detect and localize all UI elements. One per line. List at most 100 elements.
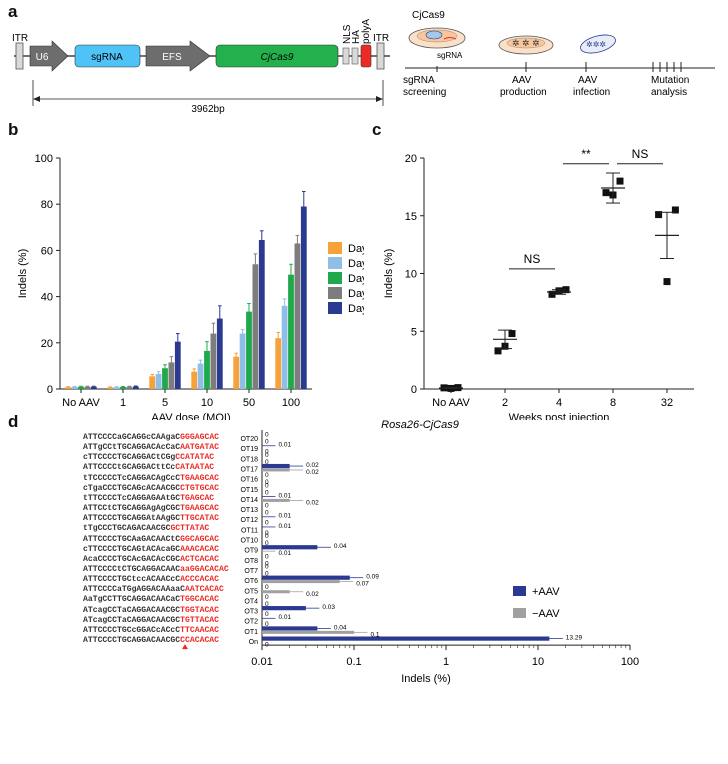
value-label-plus: 0 — [265, 432, 269, 439]
sequence-protospacer: CCCTGCAGACAACGC — [97, 524, 171, 534]
x-tick-label: 5 — [162, 397, 168, 409]
value-label-plus: 0.03 — [322, 604, 335, 611]
value-label-minus: 0.02 — [306, 469, 319, 476]
value-label-plus: 0.01 — [278, 492, 291, 499]
ot-label: OT20 — [240, 436, 258, 443]
value-label-minus: 0.02 — [306, 591, 319, 598]
x-axis-label: Indels (%) — [401, 673, 451, 685]
bar-minus-aav — [262, 590, 290, 594]
plasmid-icon — [425, 30, 443, 40]
bar — [216, 318, 223, 389]
bar-plus-aav — [262, 636, 550, 641]
ot-label: OT17 — [240, 466, 258, 473]
bar-plus-aav — [262, 626, 318, 631]
bar — [107, 387, 114, 389]
bar — [155, 373, 162, 389]
panel-label-a: a — [8, 2, 18, 21]
panel-c-chart: 0 5 10 15 20 Indels (%) Weeks post injection No… — [383, 147, 694, 420]
sequence-row: ATTCCCCTGCAaGACAACtCGGCAGCAC — [83, 535, 219, 545]
sequence-protospacer: AaTgCCTTGCAGGACAACaC — [83, 595, 181, 605]
value-label-plus: 0.04 — [334, 543, 347, 550]
sequence-protospacer: AcaCCCCTGCAcGACAcCGC — [83, 554, 181, 564]
length-label: 3962bp — [191, 104, 225, 115]
ot-label: OT5 — [244, 588, 258, 595]
bar — [191, 371, 198, 389]
legend-swatch-plus — [513, 586, 526, 596]
u6-arrow — [29, 40, 69, 72]
ot-label: OT19 — [240, 446, 258, 453]
cjcas9-box — [215, 44, 339, 68]
polya-label: polyA — [361, 19, 372, 44]
value-label-minus: 0 — [265, 449, 269, 456]
x-tick-label: No AAV — [432, 397, 470, 409]
nls-box — [342, 47, 350, 65]
x-tick-label: 1 — [443, 656, 449, 668]
sequence-pam: CCATATAC — [175, 453, 215, 463]
panel-label-c: c — [372, 120, 382, 139]
sequence-pam: TGTTACAC — [180, 615, 220, 625]
data-point — [508, 330, 516, 338]
itr-left-label: ITR — [12, 33, 28, 44]
ot-label: OT14 — [240, 497, 258, 504]
sequence-pam: TGAAGCAC — [180, 473, 220, 483]
y-tick-label: 40 — [41, 292, 53, 304]
ot-label: OT12 — [240, 517, 258, 524]
sequence-row: cTTCCCCTGCAGtACAcaGCAAACACAC — [83, 545, 219, 555]
legend-label: Day 3 — [348, 243, 364, 255]
sequence-pam: GGCAGCAC — [180, 534, 220, 544]
sequence-row: ATTCCCCTGCAGGACAACGCCCACACAC — [83, 636, 219, 646]
bar — [288, 274, 294, 389]
bar — [252, 264, 259, 389]
workflow-step-1: sgRNA screening — [403, 75, 446, 98]
value-label-minus: 0 — [265, 560, 269, 567]
data-point — [671, 206, 679, 214]
bar — [113, 387, 120, 389]
bar — [149, 376, 156, 389]
value-label-plus: 0.01 — [278, 513, 291, 520]
legend-label-plus: +AAV — [532, 586, 560, 598]
bar-minus-aav — [262, 580, 340, 584]
legend-label: Day 7 — [348, 273, 364, 285]
ot-label: On — [249, 639, 258, 646]
value-label-minus: 0 — [265, 570, 269, 577]
bar-plus-aav — [262, 545, 318, 550]
sequence-pam: CCACACAC — [180, 636, 220, 645]
bar — [120, 386, 126, 389]
sequence-pam: TGAGCAC — [180, 493, 215, 503]
sequence-pam: ACCCACAC — [180, 575, 220, 585]
ot-label: OT3 — [244, 609, 258, 616]
ot-label: OT16 — [240, 477, 258, 484]
bar — [90, 386, 97, 389]
sequence-protospacer: ATTCCCCtGCAGGACttCc — [83, 463, 176, 473]
y-tick-label: 5 — [411, 326, 417, 338]
sequence-row: cTTCCCCTGCAGGACtCGgCCATATAC — [83, 453, 214, 463]
bar — [233, 356, 240, 389]
y-tick-label: 80 — [41, 199, 53, 211]
legend-label: Day 14 — [348, 303, 364, 315]
sequence-protospacer: ATTCCCCTGCAGGAtAAgGC — [83, 514, 181, 524]
sequence-protospacer: ATTCCCCTGCAGGACAACGC — [83, 636, 181, 645]
ha-label: HA — [351, 30, 362, 44]
y-tick-label: 60 — [41, 245, 53, 257]
sequence-protospacer: tTg — [83, 524, 98, 534]
sequence-row: ATTCCCCtGCAGGACttCcCATAATAC — [83, 463, 214, 473]
bar — [132, 386, 139, 389]
legend-label-minus: −AAV — [532, 608, 560, 620]
value-label-minus: 0.02 — [306, 499, 319, 506]
workflow-step-4: Mutation analysis — [651, 75, 689, 98]
significance-label: NS — [632, 147, 649, 161]
y-axis-label: Indels (%) — [17, 249, 29, 299]
bar — [71, 386, 78, 389]
y-tick-label: 10 — [405, 269, 417, 281]
x-tick-label: 50 — [243, 397, 255, 409]
value-label-minus: 0 — [265, 439, 269, 446]
y-tick-label: 0 — [411, 384, 417, 396]
sequence-pam: TGGTACAC — [180, 605, 220, 615]
sequence-protospacer: ATcagCCTaCAGGACAACGC — [83, 605, 181, 615]
value-label-minus: 0 — [265, 530, 269, 537]
sgrna-label: sgRNA — [91, 52, 123, 63]
bar — [78, 386, 84, 389]
ha-box — [351, 47, 359, 65]
value-label-minus: 0 — [265, 520, 269, 527]
